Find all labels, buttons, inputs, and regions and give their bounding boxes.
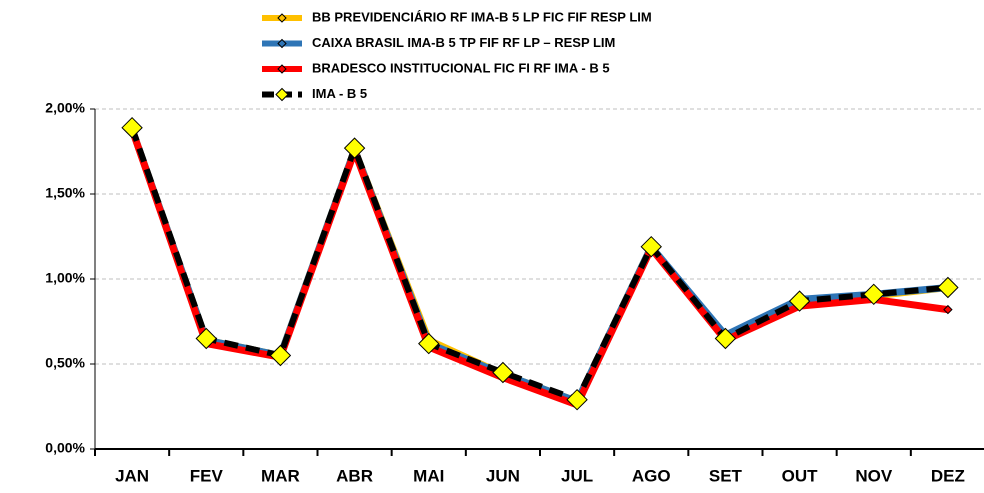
marker — [343, 137, 366, 159]
x-tick-label: JUL — [561, 466, 593, 485]
x-tick-label: JAN — [115, 466, 149, 485]
legend-label: BRADESCO INSTITUCIONAL FIC FI RF IMA - B… — [312, 60, 610, 75]
x-tick-label: SET — [709, 466, 743, 485]
marker — [269, 344, 292, 367]
legend-marker — [277, 64, 287, 74]
marker — [943, 304, 953, 315]
marker — [863, 283, 885, 306]
marker — [195, 327, 217, 350]
series-line — [128, 128, 949, 405]
series-line — [129, 126, 949, 403]
marker — [492, 361, 514, 384]
legend-marker — [275, 87, 289, 102]
x-tick-label: MAI — [413, 466, 444, 485]
legend-label: BB PREVIDENCIÁRIO RF IMA-B 5 LP FIC FIF … — [312, 9, 652, 24]
x-tick-label: FEV — [190, 466, 224, 485]
y-tick-label: 0,00% — [45, 440, 85, 456]
legend-marker — [277, 38, 287, 49]
legend-label: IMA - B 5 — [312, 86, 367, 101]
x-tick-label: NOV — [855, 466, 893, 485]
series-line — [128, 128, 949, 405]
x-tick-label: AGO — [632, 466, 671, 485]
y-tick-label: 2,00% — [45, 100, 85, 116]
series-line — [128, 128, 949, 409]
marker — [566, 388, 588, 411]
marker — [418, 332, 440, 355]
x-tick-label: MAR — [261, 466, 300, 485]
marker — [937, 276, 959, 299]
marker — [121, 116, 143, 139]
legend-label: CAIXA BRASIL IMA-B 5 TP FIF RF LP – RESP… — [312, 35, 615, 50]
legend-marker — [277, 13, 287, 23]
marker — [640, 235, 662, 258]
y-tick-label: 1,50% — [45, 185, 85, 201]
marker — [788, 290, 811, 312]
y-tick-label: 0,50% — [45, 355, 85, 371]
y-tick-label: 1,00% — [45, 270, 85, 286]
x-tick-label: DEZ — [931, 466, 965, 485]
x-tick-label: JUN — [486, 466, 520, 485]
x-tick-label: OUT — [782, 466, 819, 485]
x-tick-label: ABR — [336, 466, 373, 485]
marker — [714, 327, 737, 350]
